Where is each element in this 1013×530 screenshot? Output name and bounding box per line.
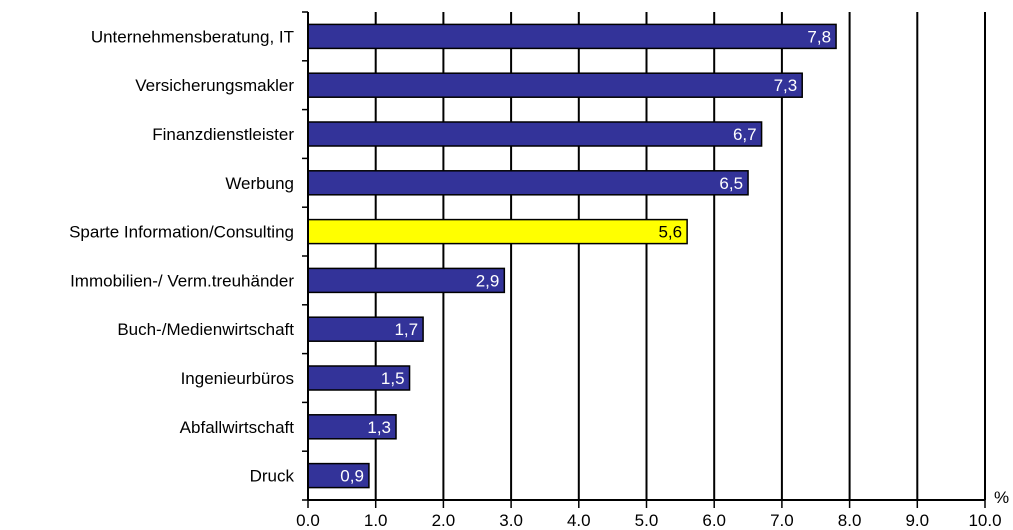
bars: 7,8 7,3 6,7 6,5 5,6 2,9 1,7 1,5 1,3 0,9 <box>307 23 837 489</box>
data-label: 7,8 <box>807 27 831 46</box>
category-labels: Unternehmensberatung, IT Versicherungsmak… <box>69 27 294 485</box>
data-label: 6,7 <box>733 125 757 144</box>
bar <box>307 121 763 147</box>
bar <box>307 267 506 294</box>
x-unit-label: % <box>994 488 1009 507</box>
data-label: 5,6 <box>658 223 682 242</box>
category-label: Buch-/Medienwirtschaft <box>117 320 294 339</box>
data-label: 7,3 <box>774 76 798 95</box>
x-tick-label: 5.0 <box>635 511 659 530</box>
x-tick-label: 4.0 <box>567 511 591 530</box>
category-label: Immobilien-/ Verm.treuhänder <box>70 271 294 290</box>
x-tick-label: 3.0 <box>499 511 523 530</box>
bar <box>307 23 837 50</box>
data-label: 1,3 <box>367 418 391 437</box>
category-label: Sparte Information/Consulting <box>69 223 294 242</box>
x-tick-label: 8.0 <box>838 511 862 530</box>
x-tick-label: 9.0 <box>905 511 929 530</box>
category-label: Unternehmensberatung, IT <box>91 27 294 46</box>
category-label: Abfallwirtschaft <box>180 418 295 437</box>
x-tick-label: 1.0 <box>364 511 388 530</box>
data-label: 2,9 <box>476 271 500 290</box>
x-tick-label: 0.0 <box>296 511 320 530</box>
bar <box>307 72 803 98</box>
x-tick-label: 6.0 <box>702 511 726 530</box>
category-label: Werbung <box>225 174 294 193</box>
bar-highlight <box>307 218 688 245</box>
category-label: Druck <box>250 467 295 486</box>
category-label: Versicherungsmakler <box>135 76 294 95</box>
x-tick-label: 10.0 <box>968 511 1001 530</box>
x-tick-label: 7.0 <box>770 511 794 530</box>
category-label: Finanzdienstleister <box>152 125 294 144</box>
axes <box>302 11 986 508</box>
category-label: Ingenieurbüros <box>181 369 294 388</box>
bar <box>307 170 749 196</box>
data-label: 1,5 <box>381 369 405 388</box>
x-tick-label: 2.0 <box>432 511 456 530</box>
x-tick-labels: 0.0 1.0 2.0 3.0 4.0 5.0 6.0 7.0 8.0 9.0 10.0 <box>296 511 1001 530</box>
data-label: 0,9 <box>340 467 364 486</box>
data-label: 1,7 <box>394 320 418 339</box>
data-label: 6,5 <box>719 174 743 193</box>
